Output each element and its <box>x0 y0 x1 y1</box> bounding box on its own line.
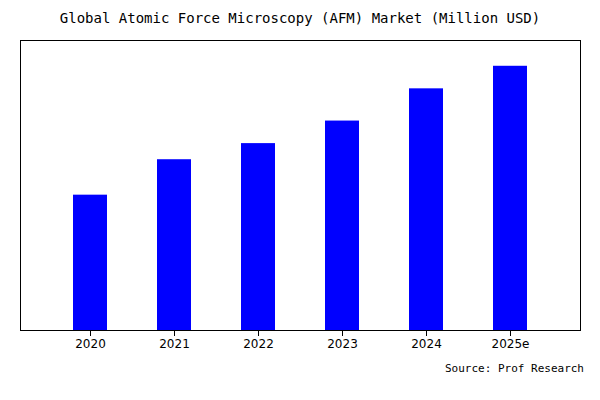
html-text:Source: Prof Research: Source: Prof Research <box>444 362 584 375</box>
svg-text:2024: 2024 <box>411 337 442 351</box>
svg-text:2021: 2021 <box>159 337 190 351</box>
html-text:Global Atomic Force Microscopy: Global Atomic Force Microscopy (AFM) Mar… <box>59 10 541 26</box>
svg-text:2023: 2023 <box>327 337 358 351</box>
svg-text:2022: 2022 <box>243 337 274 351</box>
svg-text:2020: 2020 <box>75 337 106 351</box>
svg-text:2025e: 2025e <box>492 337 530 351</box>
